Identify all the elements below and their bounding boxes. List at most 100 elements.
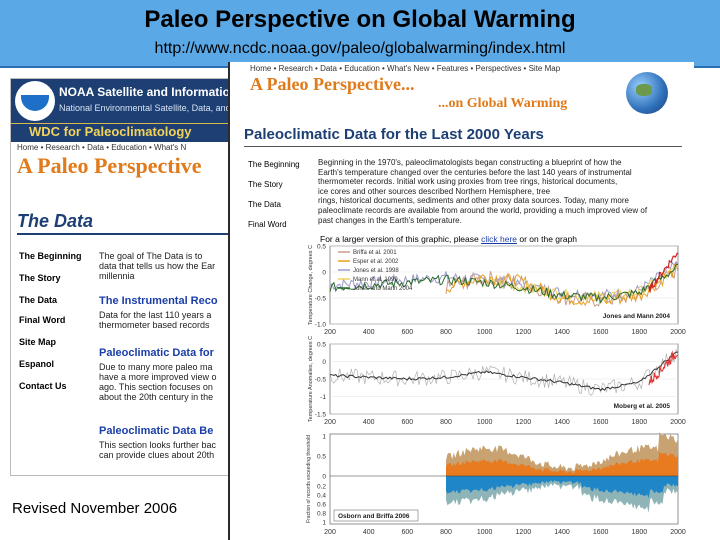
back-instrumental-link[interactable]: The Instrumental Reco: [99, 295, 218, 307]
front-nav-beginning[interactable]: The Beginning: [248, 160, 300, 169]
chart1-x-tick: 800: [440, 329, 452, 336]
back-paleo-line: Due to many more paleo ma: [99, 362, 213, 372]
noaa-header: NOAA Satellite and Information National …: [11, 79, 243, 123]
front-paleo-logo-line2: ...on Global Warming: [438, 96, 568, 111]
chart3-annotation: Osborn and Briffa 2006: [338, 513, 410, 520]
chart2-x-tick: 200: [324, 419, 336, 426]
chart1-y-tick: 0.5: [317, 244, 326, 251]
chart3-ylabel: Fraction of records exceeding threshold: [306, 435, 312, 523]
chart2-y-tick: -1.5: [315, 412, 327, 419]
back-instrumental-line: Data for the last 110 years a: [99, 310, 212, 320]
wdc-header: WDC for Paleoclimatology: [11, 123, 243, 142]
chart3-x-tick: 400: [363, 529, 375, 536]
chart3-y-tick: 0: [322, 474, 326, 481]
back-nav-data[interactable]: The Data: [19, 295, 58, 305]
back-nav-beginning[interactable]: The Beginning: [19, 251, 82, 261]
chart3-y-tick: 0.5: [317, 454, 326, 461]
chart2-x-tick: 400: [363, 419, 375, 426]
back-page-screenshot: NOAA Satellite and Information National …: [10, 78, 244, 476]
front-top-nav[interactable]: Home • Research • Data • Education • Wha…: [250, 64, 561, 73]
chart1-x-tick: 1200: [516, 329, 532, 336]
chart3-y-tick: 0.4: [317, 493, 326, 500]
back-nav-espanol[interactable]: Espanol: [19, 359, 55, 369]
chart1-y-tick: -0.5: [315, 296, 327, 303]
chart3-warm-area: [446, 451, 678, 476]
back-beyond-line: can provide clues about 20th: [99, 450, 215, 460]
chart2-x-tick: 1800: [632, 419, 648, 426]
back-paleo-line: ago. This section focuses on: [99, 382, 213, 392]
back-beyond-line: This section looks further bac: [99, 440, 217, 450]
graphic-note-pre: For a larger version of this graphic, pl…: [320, 234, 482, 244]
front-intro-line: thermometer records. Initial work using …: [318, 177, 618, 187]
back-top-nav[interactable]: Home • Research • Data • Education • Wha…: [17, 143, 187, 152]
back-paleo-logo: A Paleo Perspective: [17, 153, 202, 178]
chart-osborn-briffa: 1 0.5 0 0.2 0.4 0.6 0.8 1 Fraction of records ex…: [306, 431, 686, 536]
back-paleo-line: about the 20th century in the: [99, 392, 214, 402]
front-divider: [244, 146, 682, 147]
chart2-x-tick: 1600: [593, 419, 609, 426]
noaa-logo-icon: [15, 81, 55, 121]
chart1-x-tick: 2000: [670, 329, 686, 336]
chart1-x-tick: 1600: [593, 329, 609, 336]
front-intro-line: Beginning in the 1970's, paleoclimatolog…: [318, 158, 622, 167]
back-beyond-link[interactable]: Paleoclimatic Data Be: [99, 425, 214, 437]
front-nav-final-word[interactable]: Final Word: [248, 220, 287, 229]
chart2-line-raw: [329, 348, 679, 396]
chart1-line-instrumental: [648, 252, 679, 293]
front-intro-line: Earth's temperature changed over the cen…: [318, 167, 632, 177]
front-nav-data[interactable]: The Data: [248, 200, 281, 209]
front-intro-line: past changes in the Earth's temperature.: [318, 215, 462, 225]
slide-url: http://www.ncdc.noaa.gov/paleo/globalwar…: [154, 40, 566, 57]
click-here-link[interactable]: click here: [481, 234, 518, 244]
chart1-ylabel: Temperature Change, degrees C: [308, 245, 314, 325]
chart1-x-tick: 1400: [554, 329, 570, 336]
front-nav-story[interactable]: The Story: [248, 180, 283, 189]
front-intro-line: rings, historical documents, sediments a…: [318, 196, 629, 206]
chart3-x-tick: 200: [324, 529, 336, 536]
chart2-x-tick: 1000: [477, 419, 493, 426]
chart2-x-tick: 800: [440, 419, 452, 426]
back-nav-story[interactable]: The Story: [19, 273, 61, 283]
chart2-y-tick: -0.5: [315, 377, 327, 384]
chart1-legend-label: Jones and Mann 2004: [353, 286, 413, 292]
front-page-title: Paleoclimatic Data for the Last 2000 Yea…: [244, 126, 544, 143]
chart2-x-tick: 600: [401, 419, 413, 426]
front-paleo-logo-line1: A Paleo Perspective...: [250, 74, 415, 94]
back-nav-site-map[interactable]: Site Map: [19, 337, 57, 347]
chart3-x-tick: 1800: [632, 529, 648, 536]
graphic-note-post: or on the graph: [517, 234, 578, 244]
chart3-cold-area: [446, 476, 678, 499]
chart1-legend-label: Esper et al. 2002: [353, 259, 399, 265]
chart1-line-jones-1998: [329, 260, 679, 303]
chart1-legend-label: Jones et al. 1998: [353, 268, 399, 274]
back-paleo-line: have a more improved view o: [99, 372, 217, 382]
back-intro-line: data that tells us how the Ear: [99, 261, 216, 271]
chart2-x-tick: 1400: [554, 419, 570, 426]
chart3-x-tick: 1200: [516, 529, 532, 536]
noaa-title: NOAA Satellite and Information: [59, 85, 238, 99]
chart2-x-tick: 2000: [670, 419, 686, 426]
slide-title: Paleo Perspective on Global Warming: [144, 6, 576, 33]
noaa-subtitle: National Environmental Satellite, Data, …: [59, 103, 231, 113]
back-intro-line: millennia: [99, 271, 135, 281]
graphic-note: For a larger version of this graphic, pl…: [320, 234, 577, 244]
chart1-x-tick: 600: [401, 329, 413, 336]
chart2-y-tick: -1: [320, 394, 326, 401]
chart1-x-tick: 400: [363, 329, 375, 336]
chart1-x-tick: 200: [324, 329, 336, 336]
chart2-y-tick: 0: [322, 359, 326, 366]
back-instrumental-line: thermometer based records: [99, 320, 210, 330]
back-paleo-link[interactable]: Paleoclimatic Data for: [99, 347, 214, 359]
chart3-x-tick: 1000: [477, 529, 493, 536]
chart1-x-tick: 1000: [477, 329, 493, 336]
front-intro-line: ice cores and other sources described No…: [318, 186, 551, 196]
back-nav-contact[interactable]: Contact Us: [19, 381, 67, 391]
globe-icon: [626, 72, 668, 114]
chart3-annotation-box: [333, 509, 419, 522]
chart2-x-tick: 1200: [516, 419, 532, 426]
back-nav-final-word[interactable]: Final Word: [19, 315, 66, 325]
front-intro: Beginning in the 1970's, paleoclimatolog…: [318, 158, 682, 225]
chart1-legend-label: Mann et al. 1999: [353, 277, 398, 283]
